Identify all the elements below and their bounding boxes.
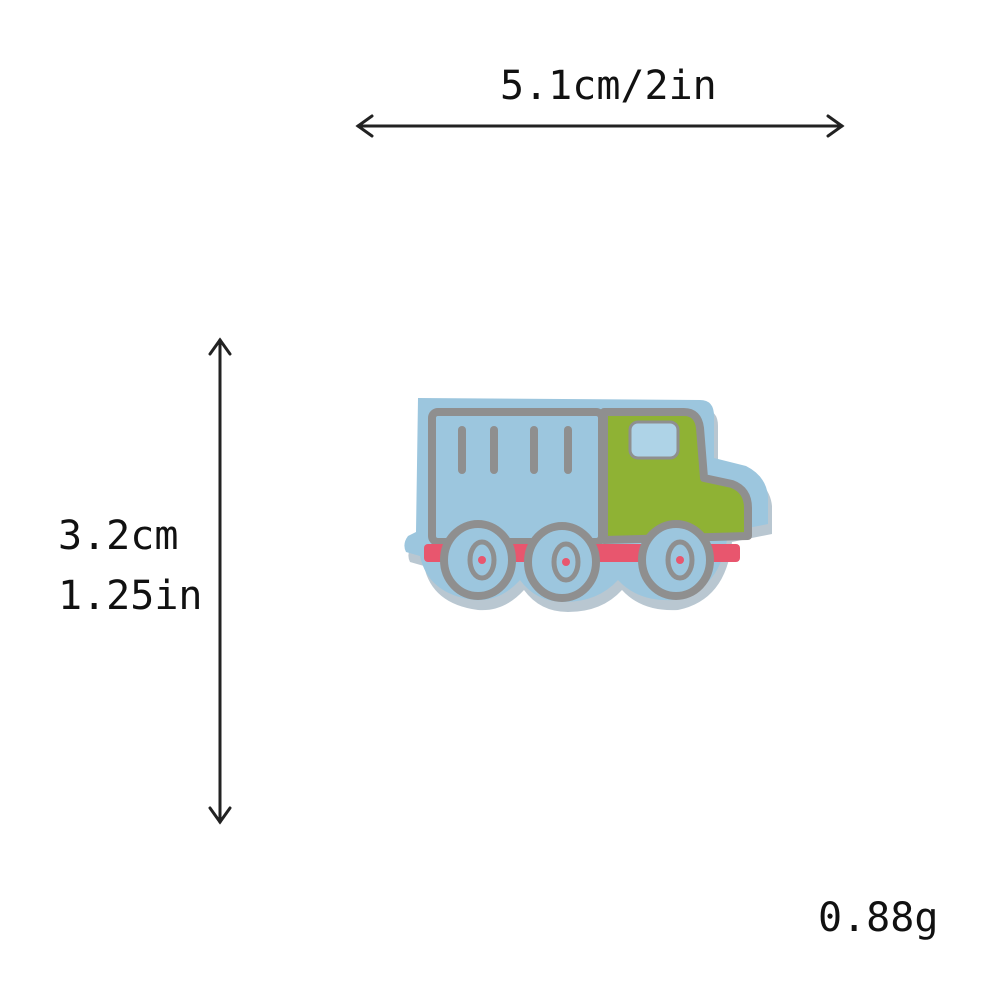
wheel-middle	[524, 522, 600, 602]
wheel-rear	[440, 520, 516, 600]
wheel-front	[638, 520, 714, 600]
width-arrow	[355, 114, 845, 138]
cargo-box	[428, 408, 606, 546]
height-arrow	[208, 337, 232, 825]
width-label: 5.1cm/2in	[500, 63, 717, 109]
cab-window	[628, 420, 680, 460]
weight-label: 0.88g	[818, 895, 939, 941]
height-label-in: 1.25in	[58, 573, 203, 619]
wheels	[440, 520, 714, 602]
truck-patch	[404, 398, 772, 612]
height-label-cm: 3.2cm	[58, 513, 179, 559]
cargo-slats	[458, 426, 572, 474]
